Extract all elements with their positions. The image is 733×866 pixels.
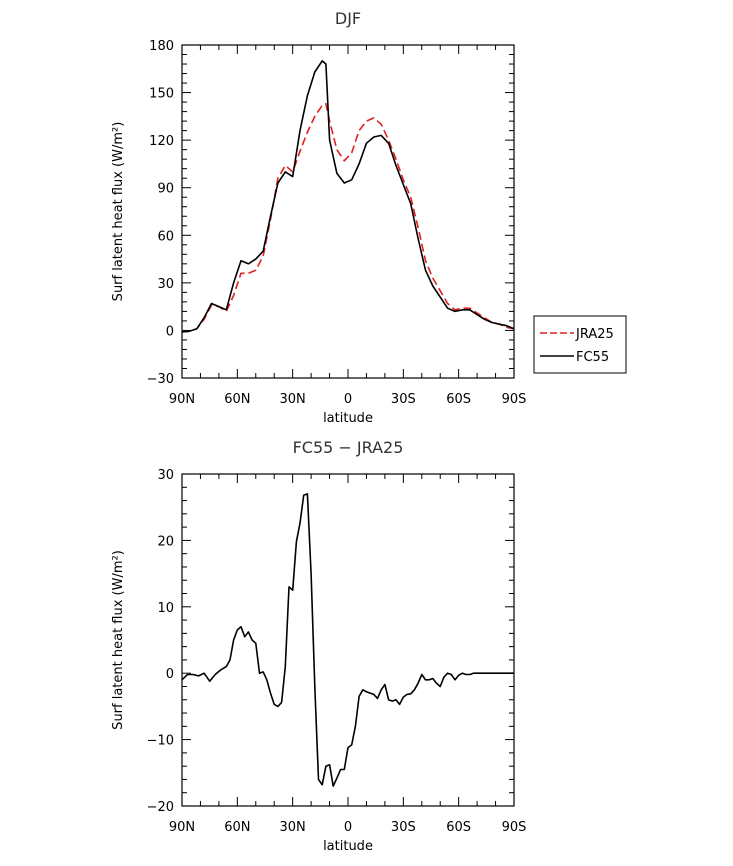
- chart2-ytick-label: −20: [147, 800, 174, 815]
- chart2-xtick-label: 60N: [224, 820, 250, 835]
- chart1-xtick-label: 30N: [280, 392, 306, 407]
- chart2-xtick-label: 30S: [391, 820, 416, 835]
- chart2-title: FC55 − JRA25: [293, 438, 404, 457]
- chart2-ytick-label: 30: [157, 468, 174, 483]
- chart2-ytick-label: −10: [147, 734, 174, 749]
- chart1-legend-label-jra25: JRA25: [575, 327, 614, 342]
- chart1-ytick-label: 60: [157, 229, 174, 244]
- chart1-xtick-label: 60N: [224, 392, 250, 407]
- chart2-plot-frame: [181, 473, 515, 807]
- chart2-xtick-label: 90S: [502, 820, 527, 835]
- chart2-series-line: [181, 493, 514, 787]
- chart1-xtick-label: 60S: [446, 392, 471, 407]
- chart2-xtick-label: 0: [344, 820, 352, 835]
- chart1-xtick-label: 90S: [502, 392, 527, 407]
- chart1-xtick-label: 90N: [169, 392, 195, 407]
- chart2-xtick-label: 90N: [169, 820, 195, 835]
- chart1-legend-label-fc55: FC55: [576, 350, 609, 365]
- chart1-xtick-label: 0: [344, 392, 352, 407]
- chart2-xtick-label: 60S: [446, 820, 471, 835]
- chart2-y-axis-label: Surf latent heat flux (W/m²): [111, 550, 126, 730]
- chart1-ytick-label: −30: [147, 372, 174, 387]
- chart1-legend-box: [533, 315, 627, 374]
- chart1-ytick-label: 120: [149, 134, 174, 149]
- chart1-x-axis-label: latitude: [323, 411, 373, 426]
- chart1-xtick-label: 30S: [391, 392, 416, 407]
- chart1-y-axis-label: Surf latent heat flux (W/m²): [111, 122, 126, 302]
- chart2-ytick-label: 0: [166, 667, 174, 682]
- chart1-series-fc55-line: [181, 60, 515, 333]
- chart1-ytick-label: 30: [157, 277, 174, 292]
- chart2-x-axis-label: latitude: [323, 839, 373, 854]
- chart2-ytick-label: 20: [157, 534, 174, 549]
- chart1-ytick-label: 0: [166, 324, 174, 339]
- chart1-ytick-label: 180: [149, 39, 174, 54]
- chart1-ytick-label: 90: [157, 182, 174, 197]
- chart2-ytick-label: 10: [157, 601, 174, 616]
- chart1-plot-frame: [181, 44, 515, 379]
- chart1-title: DJF: [335, 9, 361, 28]
- chart2-xtick-label: 30N: [280, 820, 306, 835]
- chart1-series-jra25-line: [181, 102, 515, 333]
- chart1-ytick-label: 150: [149, 87, 174, 102]
